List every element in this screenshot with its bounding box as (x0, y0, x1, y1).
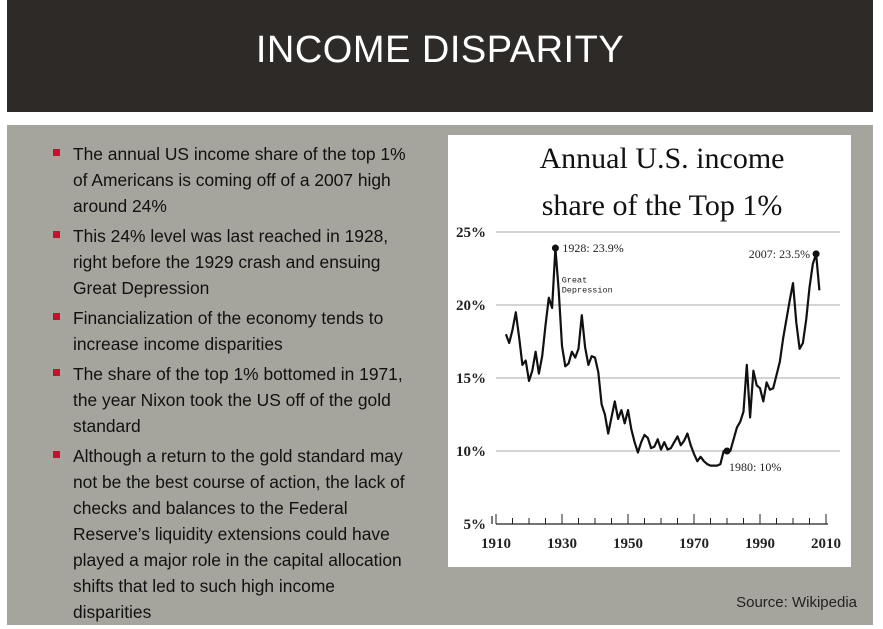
income-share-chart: Annual U.S. income share of the Top 1% 5… (448, 135, 851, 567)
annotation-label: Depression (562, 285, 613, 295)
chart-svg: Annual U.S. income share of the Top 1% 5… (456, 142, 841, 552)
data-point-marker (723, 447, 731, 455)
chart-title-line-2: share of the Top 1% (542, 189, 783, 222)
x-tick-label: 1910 (481, 536, 511, 552)
x-tick-label: 1990 (745, 536, 775, 552)
bullet-item: The annual US income share of the top 1%… (52, 141, 412, 219)
data-point-marker (551, 244, 559, 252)
y-tick-label: 20% (456, 298, 486, 314)
title-bar: INCOME DISPARITY (7, 0, 873, 112)
annotation-label: 2007: 23.5% (749, 247, 810, 261)
x-axis: 1910 1930 1950 1970 1990 2010 (481, 514, 841, 552)
slide-title: INCOME DISPARITY (255, 28, 625, 71)
annotation-label: 1980: 10% (729, 460, 781, 474)
source-note: Source: Wikipedia (736, 594, 857, 611)
bullet-text: This 24% level was last reached in 1928,… (73, 226, 389, 298)
grid-layer: 5% 10% 15% 20% 25% (456, 225, 840, 533)
series-line (504, 247, 821, 467)
annotation-layer: 1928: 23.9% 2007: 23.5% 1980: 10% GreatDepr… (551, 241, 820, 474)
annotation-label: Great (562, 275, 588, 285)
bullet-item: Financialization of the economy tends to… (52, 305, 412, 357)
x-tick-label: 1950 (613, 536, 643, 552)
y-tick-label: 5% (464, 517, 487, 533)
bullet-text: The share of the top 1% bottomed in 1971… (73, 364, 403, 436)
annotation-label: 1928: 23.9% (562, 241, 623, 255)
chart-title-line-1: Annual U.S. income (540, 142, 785, 175)
bullet-item: This 24% level was last reached in 1928,… (52, 223, 412, 301)
x-tick-label: 1930 (547, 536, 577, 552)
x-tick-label: 1970 (679, 536, 709, 552)
y-tick-label: 10% (456, 444, 486, 460)
y-tick-label: 15% (456, 371, 486, 387)
content-area: The annual US income share of the top 1%… (7, 125, 873, 625)
bullet-item: The share of the top 1% bottomed in 1971… (52, 361, 412, 439)
bullet-square-icon (53, 369, 60, 376)
data-point-marker (812, 250, 820, 258)
bullet-text: The annual US income share of the top 1%… (73, 144, 406, 216)
bullet-square-icon (53, 149, 60, 156)
bullet-text: Although a return to the gold standard m… (73, 446, 405, 622)
series-layer (504, 247, 821, 467)
bullet-square-icon (53, 451, 60, 458)
bullet-square-icon (53, 313, 60, 320)
bullet-text: Financialization of the economy tends to… (73, 308, 384, 354)
bullet-list: The annual US income share of the top 1%… (52, 141, 412, 629)
bullet-item: Although a return to the gold standard m… (52, 443, 412, 625)
x-tick-label: 2010 (811, 536, 841, 552)
bullet-square-icon (53, 231, 60, 238)
y-tick-label: 25% (456, 225, 486, 241)
